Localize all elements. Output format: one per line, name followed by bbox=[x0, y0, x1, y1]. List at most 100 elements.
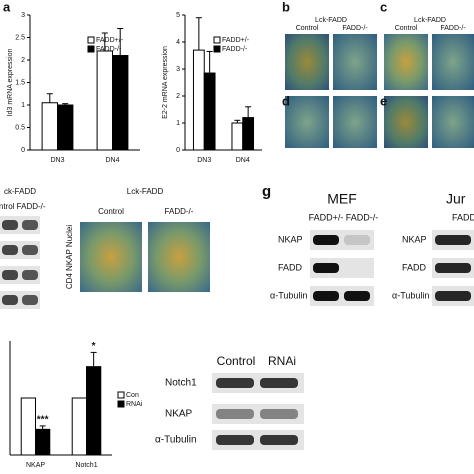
bar bbox=[71, 397, 88, 456]
blot-band bbox=[216, 409, 254, 419]
blot-band bbox=[344, 291, 370, 301]
blot-band bbox=[435, 291, 471, 301]
micrograph bbox=[432, 34, 474, 90]
label: Control bbox=[296, 25, 319, 32]
blot-band bbox=[22, 220, 38, 230]
y-axis-label: Id3 mRNA expression bbox=[7, 49, 14, 117]
x-tick-label: NKAP bbox=[26, 462, 45, 469]
y-tick-label: 2 bbox=[176, 93, 180, 100]
bar bbox=[35, 428, 51, 456]
y-tick-label: 3 bbox=[21, 12, 25, 19]
bar bbox=[231, 122, 244, 151]
x-tick-label: DN4 bbox=[105, 157, 119, 164]
label: Notch1 bbox=[165, 378, 197, 389]
bar bbox=[41, 102, 58, 151]
label: NKAP bbox=[165, 409, 193, 420]
micrograph bbox=[80, 222, 142, 292]
blot-band bbox=[22, 270, 38, 280]
bar bbox=[203, 72, 216, 151]
x-tick-label: DN3 bbox=[197, 157, 211, 164]
annotation: * bbox=[92, 341, 96, 352]
blot-band bbox=[260, 378, 298, 388]
bar bbox=[96, 50, 113, 151]
label: α-Tubulin bbox=[155, 435, 197, 446]
blot-band bbox=[435, 235, 471, 245]
label: Jur bbox=[446, 191, 466, 207]
bar bbox=[20, 397, 36, 456]
blot-band bbox=[2, 270, 18, 280]
legend-swatch bbox=[117, 391, 125, 399]
x-tick-label: Notch1 bbox=[75, 462, 97, 469]
label: ontrol FADD-/- bbox=[0, 202, 46, 211]
legend-swatch bbox=[213, 45, 221, 53]
label: Control bbox=[217, 354, 256, 368]
bar bbox=[192, 49, 205, 151]
label: FADD-/- bbox=[342, 25, 368, 32]
label: e bbox=[380, 93, 387, 108]
y-tick-label: 1 bbox=[21, 102, 25, 109]
legend-swatch bbox=[87, 36, 95, 44]
blot-band bbox=[313, 263, 339, 273]
bar bbox=[242, 117, 255, 151]
label: c bbox=[380, 0, 387, 14]
label: FADD+/- bbox=[309, 212, 344, 222]
y-tick-label: 0.5 bbox=[15, 124, 25, 131]
y-tick-label: 4 bbox=[176, 39, 180, 46]
blot-band bbox=[260, 435, 298, 445]
label: NKAP bbox=[402, 234, 427, 244]
label: Control bbox=[98, 207, 124, 216]
micrograph bbox=[285, 96, 329, 148]
y-tick-label: 1.5 bbox=[15, 79, 25, 86]
legend-label: FADD+/- bbox=[222, 37, 250, 44]
label: FADD+/ bbox=[452, 212, 474, 222]
blot-band bbox=[2, 220, 18, 230]
legend-swatch bbox=[117, 400, 125, 408]
micrograph bbox=[432, 96, 474, 148]
blot-band bbox=[22, 295, 38, 305]
blot-band bbox=[313, 235, 339, 245]
label: Control bbox=[395, 25, 418, 32]
bar bbox=[86, 366, 102, 456]
legend-label: FADD+/- bbox=[96, 37, 124, 44]
x-tick-label: DN3 bbox=[50, 157, 64, 164]
annotation: *** bbox=[37, 415, 49, 426]
label: RNAi bbox=[268, 354, 296, 368]
label: FADD-/- bbox=[165, 207, 194, 216]
legend-swatch bbox=[213, 36, 221, 44]
legend-label: Con bbox=[126, 392, 139, 399]
y-tick-label: 0 bbox=[21, 147, 25, 154]
blot-band bbox=[216, 378, 254, 388]
label: α-Tubulin bbox=[270, 290, 307, 300]
blot-band bbox=[2, 245, 18, 255]
blot-band bbox=[435, 263, 471, 273]
label: ck-FADD bbox=[4, 187, 36, 196]
label: NKAP bbox=[278, 234, 303, 244]
label: Lck-FADD bbox=[127, 187, 164, 196]
label: FADD bbox=[278, 262, 303, 272]
micrograph bbox=[384, 96, 428, 148]
micrograph bbox=[333, 96, 377, 148]
blot-band bbox=[22, 245, 38, 255]
micrograph bbox=[148, 222, 210, 292]
legend-swatch bbox=[87, 45, 95, 53]
label: Lck-FADD bbox=[414, 17, 446, 24]
label: FADD-/- bbox=[440, 25, 466, 32]
y-tick-label: 2.5 bbox=[15, 34, 25, 41]
label: g bbox=[262, 183, 271, 200]
label: CD4 NKAP Nuclei bbox=[65, 225, 74, 290]
micrograph bbox=[285, 34, 329, 90]
label: d bbox=[282, 93, 290, 108]
label: FADD bbox=[402, 262, 427, 272]
label: b bbox=[282, 0, 290, 14]
legend-label: FADD-/- bbox=[96, 46, 122, 53]
bar bbox=[112, 55, 129, 151]
blot-band bbox=[344, 235, 370, 245]
label: MEF bbox=[327, 191, 357, 207]
blot-band bbox=[2, 295, 18, 305]
label: α-Tubulin bbox=[392, 290, 429, 300]
label: a bbox=[3, 0, 11, 14]
y-axis-label: E2-2 mRNA expression bbox=[162, 46, 169, 119]
y-tick-label: 5 bbox=[176, 12, 180, 19]
legend-label: FADD-/- bbox=[222, 46, 248, 53]
